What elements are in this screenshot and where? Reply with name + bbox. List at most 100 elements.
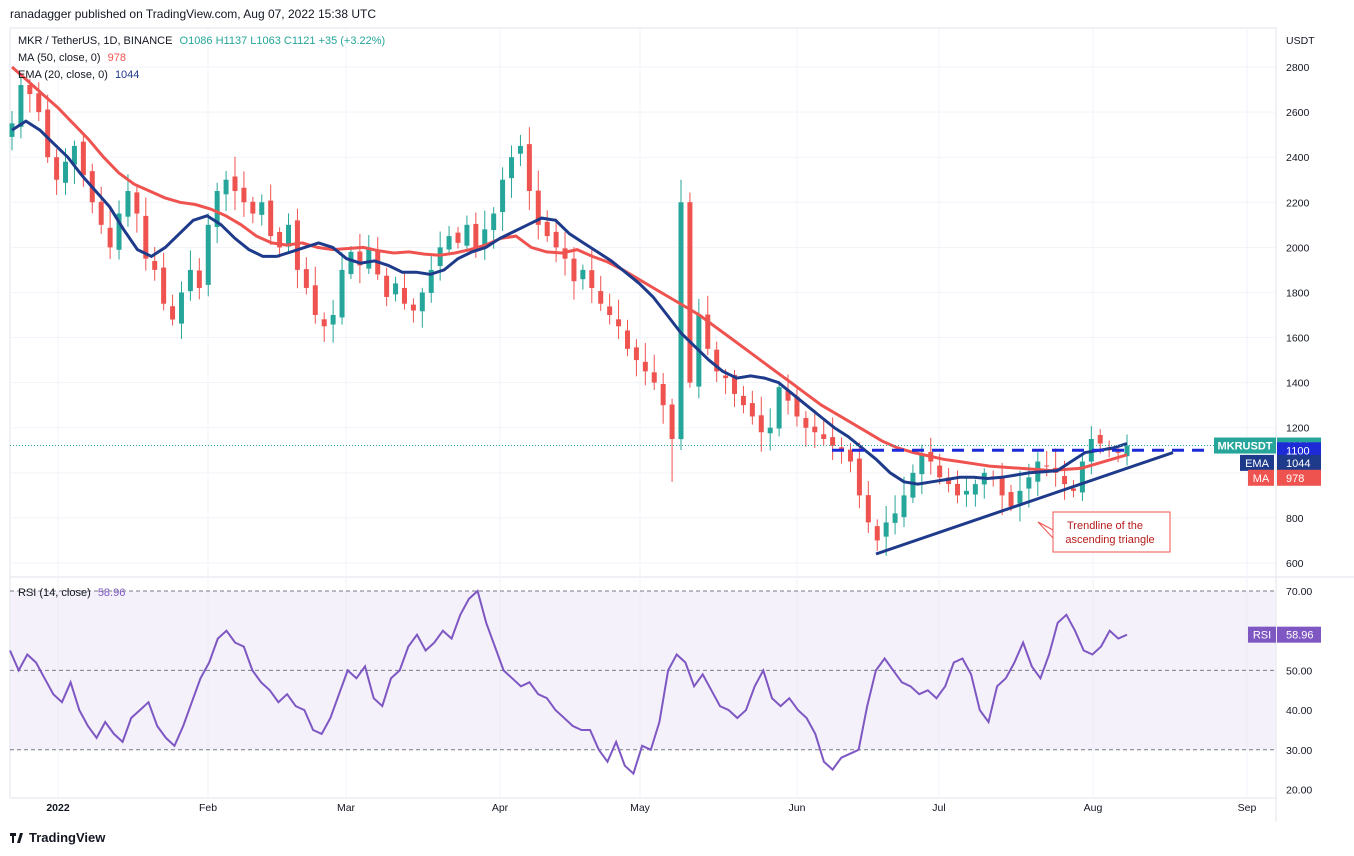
candle	[1079, 456, 1085, 501]
rsi-tick-label: 50.00	[1286, 665, 1312, 677]
candle-body	[847, 449, 853, 462]
candle-body	[187, 269, 193, 292]
candle-body	[161, 267, 167, 304]
candle-body	[812, 426, 818, 433]
candle	[642, 343, 648, 386]
candle	[18, 76, 24, 139]
candle	[464, 215, 470, 251]
candle	[268, 184, 274, 245]
candle-body	[963, 490, 969, 495]
time-tick-label: Feb	[199, 802, 217, 814]
candle-body	[339, 269, 345, 318]
candle-body	[107, 227, 113, 248]
candle-body	[660, 384, 666, 406]
candle	[161, 252, 167, 311]
candle-body	[1115, 451, 1121, 453]
candle-body	[999, 477, 1005, 496]
candle-body	[874, 526, 880, 541]
candle	[509, 145, 515, 198]
rsi-tag-bg	[1248, 626, 1276, 643]
candle	[544, 210, 550, 242]
candle-body	[428, 269, 434, 293]
candle-body	[455, 232, 461, 243]
candle-body	[919, 454, 925, 475]
candle	[865, 480, 871, 533]
price-tick-label: 1400	[1286, 378, 1310, 390]
legend-ma-value: 978	[107, 52, 126, 64]
ma50-line	[11, 65, 1128, 473]
candle	[250, 196, 256, 224]
candle-body	[892, 513, 898, 523]
candle	[428, 253, 434, 303]
candle-body	[633, 347, 639, 361]
candle	[616, 299, 622, 339]
candle-body	[1062, 476, 1068, 485]
candle	[883, 506, 889, 556]
ema-price-bg	[1277, 454, 1321, 471]
candle	[170, 294, 176, 326]
candle-body	[1026, 477, 1032, 489]
candle-body	[321, 319, 327, 327]
candle-body	[785, 390, 791, 401]
tradingview-logo-icon	[10, 831, 24, 843]
candle	[321, 312, 327, 342]
candle	[357, 233, 363, 284]
candle-body	[955, 483, 961, 496]
candle-body	[580, 269, 586, 280]
legend-ema-row[interactable]: EMA (20, close, 0) 1044	[18, 69, 139, 81]
legend-ema-label: EMA (20, close, 0)	[18, 69, 108, 81]
candle	[847, 443, 853, 473]
candle-body	[856, 458, 862, 496]
candle-body	[758, 415, 764, 433]
legend-symbol-row: MKR / TetherUS, 1D, BINANCE O1086 H1137 …	[18, 35, 385, 47]
candle	[339, 252, 345, 325]
legend-rsi-row[interactable]: RSI (14, close) 58.96	[18, 587, 125, 599]
candle	[419, 287, 425, 328]
rsi-tick-label: 70.00	[1286, 586, 1312, 598]
ma-tag-text: MA	[1253, 473, 1270, 485]
candle-body	[910, 472, 916, 498]
candle	[312, 266, 318, 324]
candle	[919, 444, 925, 495]
candle	[580, 264, 586, 290]
candle-body	[250, 201, 256, 214]
candle-body	[45, 109, 51, 158]
callout-box	[1037, 511, 1171, 553]
time-tick-label: 2022	[46, 802, 70, 814]
candle-body	[277, 231, 283, 248]
legend-symbol[interactable]: MKR / TetherUS, 1D, BINANCE	[18, 35, 173, 47]
candle-body	[303, 269, 309, 288]
candle	[45, 94, 51, 163]
candle-body	[384, 275, 390, 297]
candle-body	[669, 404, 675, 440]
candle-body	[803, 418, 809, 428]
symbol-tag-text: MKRUSDT	[1218, 441, 1273, 453]
tradingview-brand[interactable]: TradingView	[10, 830, 105, 845]
candle-body	[821, 434, 827, 440]
candle-body	[1124, 445, 1130, 457]
candle	[526, 127, 532, 210]
candle	[143, 197, 149, 271]
brand-name: TradingView	[29, 830, 106, 845]
candle	[553, 218, 559, 263]
candle-body	[63, 161, 69, 183]
candle	[71, 140, 77, 184]
candle	[330, 300, 336, 343]
candle-body	[678, 202, 684, 440]
candle	[482, 210, 488, 260]
candle	[678, 179, 684, 450]
candle	[963, 475, 969, 507]
candle-body	[535, 190, 541, 225]
candle	[500, 167, 506, 231]
candle-body	[27, 84, 33, 95]
candle	[1035, 452, 1041, 496]
rsi-tag-text: RSI	[1253, 630, 1271, 642]
candle	[196, 258, 202, 300]
symbol-tag-bg	[1214, 437, 1276, 454]
ema20-line	[11, 119, 1128, 486]
candle-body	[749, 403, 755, 417]
price-tick-label: 800	[1286, 513, 1304, 525]
legend-ma-row[interactable]: MA (50, close, 0) 978	[18, 52, 126, 64]
candle	[607, 293, 613, 325]
